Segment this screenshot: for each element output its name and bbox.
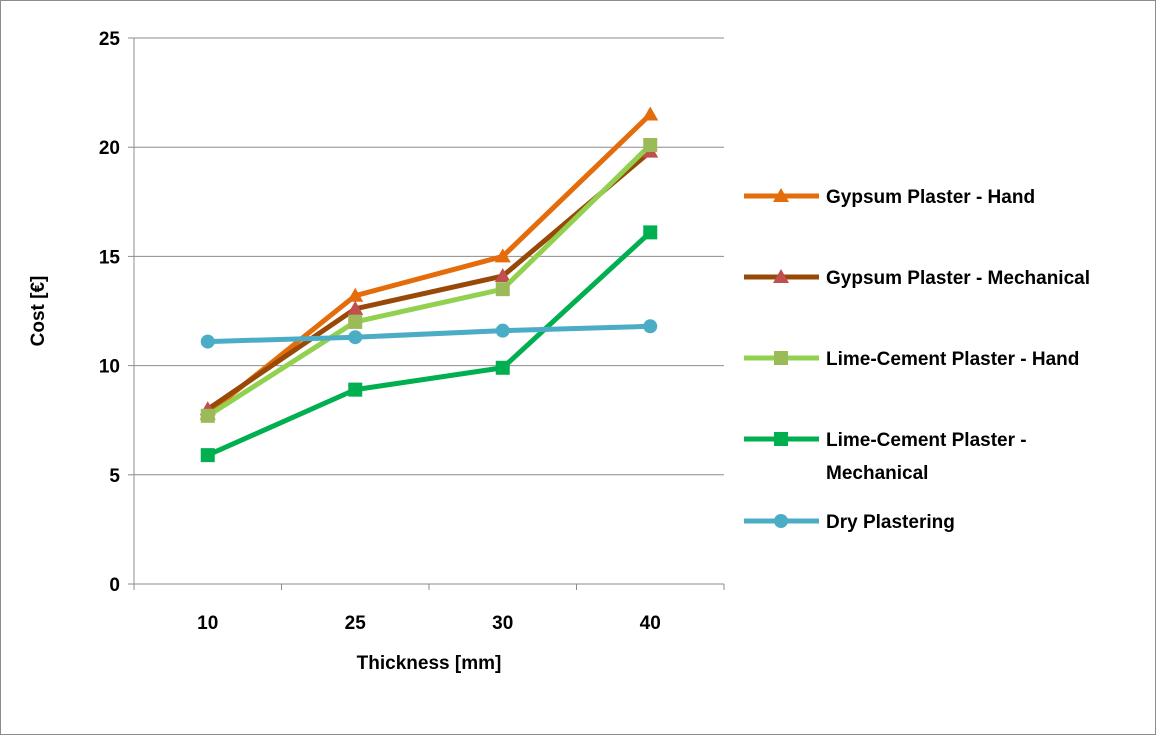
y-tick-label: 25 (99, 29, 121, 50)
series-0 (199, 106, 659, 420)
data-point (495, 323, 510, 338)
x-tick-label: 25 (345, 613, 367, 634)
legend-swatch-marker (774, 432, 788, 446)
data-point (347, 287, 364, 302)
data-point (494, 268, 511, 283)
y-tick-label: 5 (109, 466, 120, 487)
series-2 (200, 138, 658, 423)
y-tick-label: 15 (99, 247, 121, 268)
x-axis-title: Thickness [mm] (357, 653, 502, 674)
y-tick-label: 10 (99, 357, 120, 378)
data-point (200, 448, 215, 463)
legend-label: Dry Plastering (826, 512, 955, 533)
series-line (205, 111, 653, 417)
x-tick-label: 40 (640, 613, 661, 634)
y-tick-label: 0 (109, 575, 120, 596)
data-point (347, 300, 364, 315)
data-point (200, 408, 215, 423)
data-point (495, 360, 510, 375)
data-point (348, 330, 363, 345)
legend-label: Gypsum Plaster - Hand (826, 187, 1035, 208)
x-tick-labels: 10 25 30 40 (197, 613, 661, 634)
y-axis-title: Cost [€] (28, 276, 49, 347)
series-3 (200, 225, 658, 463)
data-point (643, 319, 658, 334)
legend-item: Lime-Cement Plaster - Mechanical (744, 430, 1027, 484)
data-point (494, 248, 511, 263)
legend-label: Gypsum Plaster - Mechanical (826, 268, 1090, 289)
data-point (348, 382, 363, 397)
legend-label: Mechanical (826, 463, 928, 484)
series-lines (199, 106, 659, 463)
data-point (200, 334, 215, 349)
legend-swatch-marker (774, 514, 788, 528)
data-point (642, 106, 659, 121)
y-tick-labels: 0 5 10 15 20 25 (99, 29, 121, 596)
legend-swatch-marker (773, 188, 789, 202)
x-tick-label: 10 (197, 613, 218, 634)
legend-item: Gypsum Plaster - Mechanical (744, 268, 1090, 289)
axes (133, 38, 724, 585)
gridlines (128, 37, 725, 590)
legend-label: Lime-Cement Plaster - Hand (826, 349, 1079, 370)
data-point (643, 138, 658, 153)
legend-item: Dry Plastering (744, 512, 955, 533)
series-line (205, 142, 653, 419)
series-line (205, 229, 653, 458)
y-tick-label: 20 (99, 138, 120, 159)
data-point (495, 282, 510, 297)
legend: Gypsum Plaster - Hand Gypsum Plaster - Me… (744, 187, 1090, 533)
series-line (205, 323, 653, 345)
legend-label: Lime-Cement Plaster - (826, 430, 1027, 451)
legend-item: Lime-Cement Plaster - Hand (744, 349, 1079, 370)
x-tick-label: 30 (492, 613, 513, 634)
data-point (643, 225, 658, 240)
series-4 (200, 319, 658, 349)
legend-swatch-marker (774, 351, 788, 365)
legend-swatch-marker (773, 269, 789, 283)
legend-item: Gypsum Plaster - Hand (744, 187, 1035, 208)
data-point (348, 314, 363, 329)
